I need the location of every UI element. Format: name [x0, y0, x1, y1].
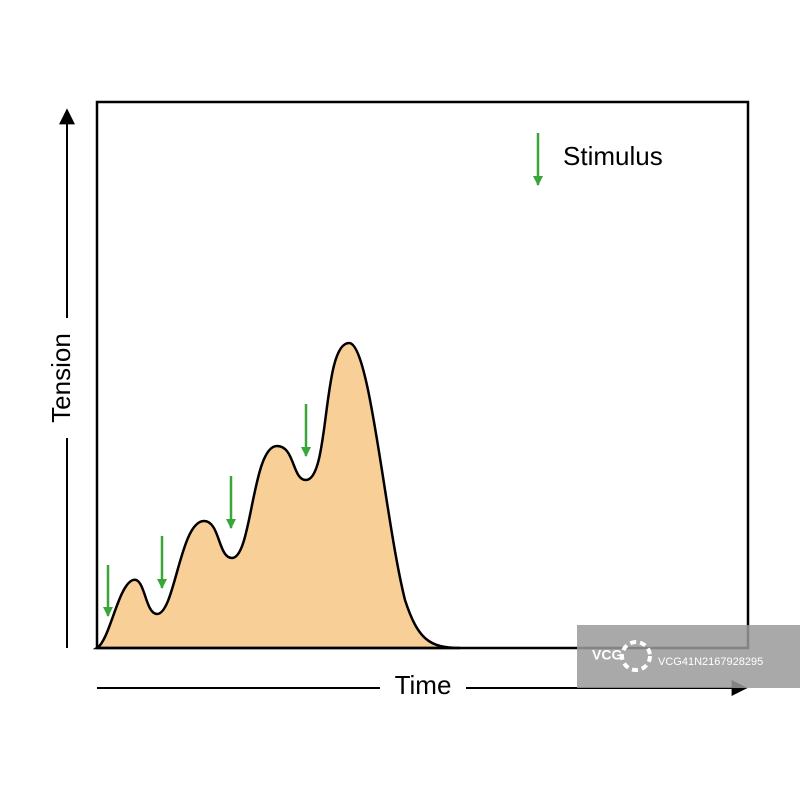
x-label-gap: [380, 672, 466, 704]
y-axis-label: Tension: [46, 333, 76, 423]
plot-frame: [95, 100, 750, 650]
watermark-id: VCG41N2167928295: [658, 656, 763, 668]
y-label-gap: [52, 318, 82, 438]
x-axis-label: Time: [395, 670, 452, 700]
watermark-band: [577, 625, 800, 688]
watermark-logo: VCG: [592, 647, 622, 663]
tension-curve: [92, 341, 461, 650]
watermark-icon: [620, 640, 652, 672]
stimulus-arrows: [103, 133, 543, 617]
legend-label: Stimulus: [563, 141, 663, 171]
watermark: VCG VCG41N2167928295: [577, 625, 800, 688]
